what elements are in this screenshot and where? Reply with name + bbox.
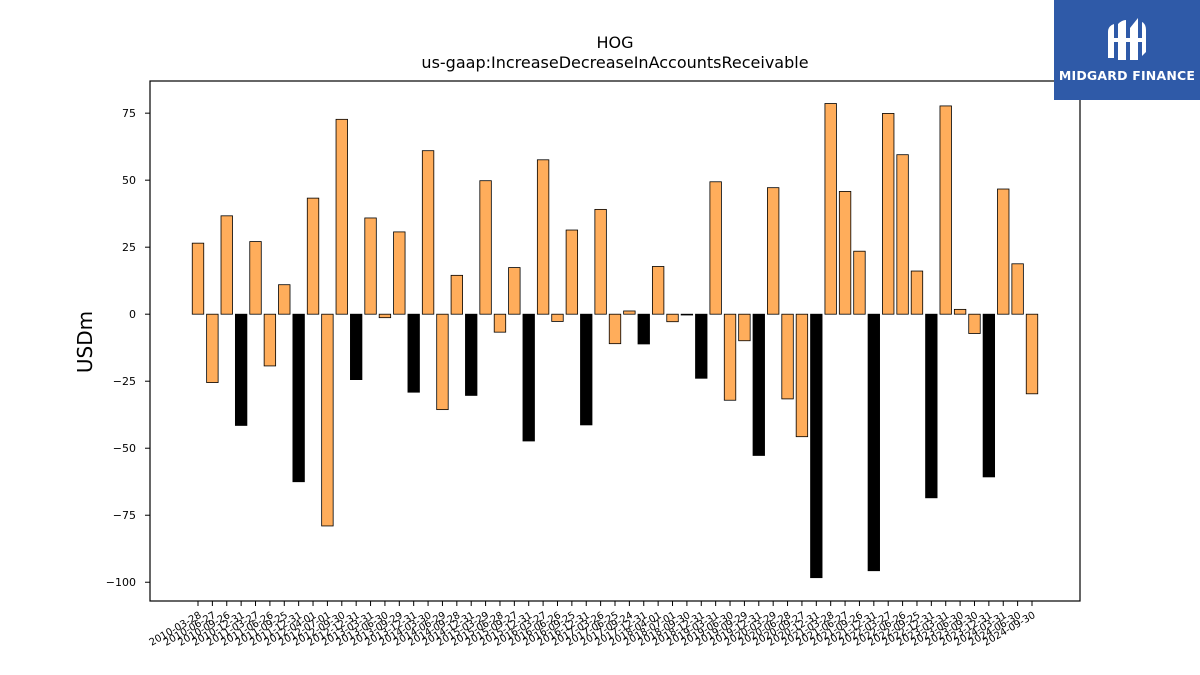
bar-2024-06-30 — [1011, 263, 1024, 315]
bar-2022-06-26 — [896, 154, 909, 315]
chart-subtitle: us-gaap:IncreaseDecreaseInAccountsReceiv… — [421, 53, 808, 72]
bar-2014-12-31 — [465, 313, 478, 396]
bar-2010-09-26 — [220, 215, 233, 315]
y-ticks-group: −100 −75 −50 −25 0 25 50 75 — [106, 107, 150, 589]
bar-2018-09-30 — [680, 313, 694, 316]
bar-2013-03-31 — [364, 217, 377, 315]
bar-2010-03-28 — [191, 242, 205, 315]
bar-2023-09-30 — [968, 313, 981, 334]
bar-2016-03-27 — [536, 159, 550, 315]
bar-2010-12-31 — [234, 313, 248, 426]
bar-2011-06-26 — [263, 313, 277, 367]
bar-2017-12-31 — [637, 313, 650, 345]
bar-2014-06-29 — [436, 313, 449, 411]
bar-2020-06-28 — [781, 313, 794, 400]
y-tick-label: 0 — [129, 308, 136, 321]
bar-2013-06-30 — [378, 313, 392, 319]
bar-2016-12-31 — [580, 313, 593, 426]
bar-2017-03-26 — [594, 208, 607, 315]
x-ticks-group: 2010-03-282010-06-272010-09-262010-12-31… — [148, 601, 1038, 649]
bar-2015-06-28 — [493, 313, 507, 333]
bar-2023-06-30 — [953, 308, 967, 315]
bar-2012-07-01 — [321, 313, 334, 527]
bar-2011-12-31 — [292, 313, 305, 483]
bar-2023-03-31 — [939, 105, 952, 315]
brand-logo: MIDGARD FINANCE — [1054, 0, 1200, 100]
bar-2010-06-27 — [206, 313, 219, 383]
bar-2014-03-30 — [421, 150, 435, 315]
bar-2021-12-31 — [867, 313, 880, 572]
bar-2022-03-27 — [882, 113, 895, 315]
y-tick-label: −75 — [113, 509, 136, 522]
y-tick-label: 75 — [122, 107, 136, 120]
bar-2022-12-31 — [925, 313, 938, 499]
bar-2015-03-29 — [479, 180, 492, 315]
bar-2021-09-26 — [853, 250, 866, 315]
bar-2018-12-31 — [695, 313, 708, 379]
bar-2018-07-01 — [666, 313, 679, 323]
midgard-logo-icon — [1108, 18, 1146, 60]
bar-2013-09-29 — [393, 231, 406, 315]
bar-2011-03-27 — [249, 241, 262, 315]
y-tick-label: −25 — [113, 375, 136, 388]
bar-2020-03-29 — [767, 187, 780, 315]
bar-2022-09-25 — [910, 270, 924, 315]
bar-2011-09-25 — [278, 284, 291, 315]
bar-2014-09-28 — [450, 274, 463, 315]
bar-2021-03-28 — [824, 103, 837, 315]
bar-2015-12-31 — [522, 313, 535, 442]
bar-2012-09-30 — [335, 118, 348, 315]
bar-2017-06-25 — [608, 313, 622, 345]
bar-2020-09-27 — [795, 313, 809, 438]
bar-2013-12-31 — [407, 313, 420, 393]
bar-2019-03-31 — [709, 181, 722, 315]
bar-2018-04-01 — [651, 266, 665, 315]
bar-2015-09-27 — [508, 267, 521, 315]
bar-2012-04-01 — [306, 197, 320, 315]
bar-2017-09-24 — [623, 310, 636, 315]
y-tick-label: 25 — [122, 241, 136, 254]
bar-2016-09-25 — [565, 229, 579, 315]
chart-title: HOG — [596, 33, 633, 52]
bars-group — [191, 103, 1039, 579]
bar-2024-09-30 — [1025, 313, 1039, 395]
bar-2012-12-31 — [350, 313, 363, 381]
bar-2020-12-31 — [810, 313, 823, 579]
bar-2024-03-31 — [997, 188, 1010, 315]
bar-2019-12-31 — [752, 313, 765, 456]
y-tick-label: −100 — [106, 576, 136, 589]
bar-2019-06-30 — [723, 313, 737, 401]
y-tick-label: 50 — [122, 174, 136, 187]
bar-2023-12-31 — [982, 313, 996, 478]
brand-logo-text: MIDGARD FINANCE — [1058, 68, 1196, 83]
y-axis-label: USDm — [73, 311, 97, 373]
y-tick-label: −50 — [113, 442, 136, 455]
plot-frame — [149, 80, 1081, 602]
bar-2021-06-27 — [838, 191, 852, 315]
bar-2019-09-29 — [738, 313, 751, 342]
bar-2016-06-26 — [551, 313, 564, 322]
